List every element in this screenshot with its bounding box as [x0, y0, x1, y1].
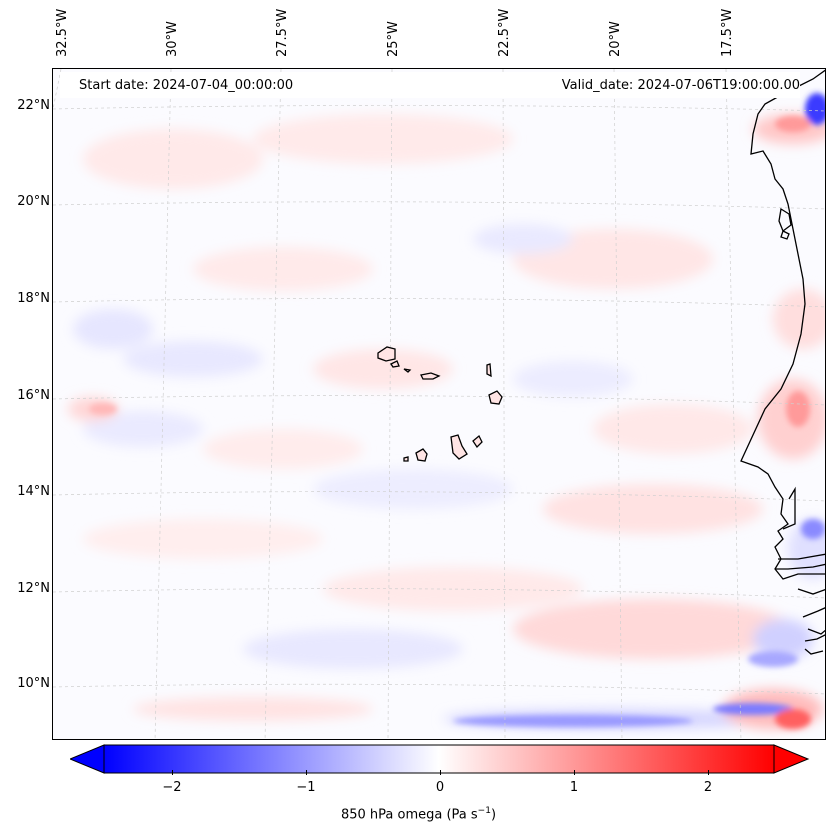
- map-panel: [52, 68, 826, 740]
- lon-label-17-5w: 17.5°W: [720, 8, 735, 57]
- omega-anomaly-patches: [68, 114, 825, 729]
- colorbar-extend-max: [773, 744, 810, 774]
- header-strip: [60, 72, 800, 98]
- colorbar-tick-label: 1: [569, 780, 579, 795]
- lon-label-32-5w: 32.5°W: [55, 8, 70, 57]
- lat-label-14n: 14°N: [17, 484, 50, 499]
- colorbar-tick-label: 2: [703, 780, 713, 795]
- lat-label-16n: 16°N: [17, 388, 50, 403]
- lon-label-25w: 25°W: [386, 21, 401, 57]
- colorbar-extend-min: [70, 744, 105, 774]
- cape-verde-islands: [377, 346, 503, 462]
- lon-label-22-5w: 22.5°W: [497, 8, 512, 57]
- colorbar-tickmark: [172, 770, 173, 775]
- start-date-label: Start date: 2024-07-04_00:00:00: [79, 78, 294, 93]
- coastlines: [740, 69, 825, 655]
- omega-field-map: [53, 69, 825, 739]
- colorbar-label-main: 850 hPa omega (Pa s: [340, 807, 478, 823]
- lon-label-27-5w: 27.5°W: [275, 8, 290, 57]
- colorbar-tickmark: [440, 770, 441, 775]
- colorbar-label-end: ): [490, 807, 497, 823]
- colorbar-gradient: [103, 744, 775, 774]
- colorbar-tickmark: [306, 770, 307, 775]
- colorbar-tick-label: −1: [296, 780, 316, 795]
- lon-label-20w: 20°W: [608, 21, 623, 57]
- lat-label-20n: 20°N: [17, 194, 50, 209]
- omega-strong-cells: [89, 93, 825, 729]
- valid-date-label: Valid_date: 2024-07-06T19:00:00.00: [561, 78, 800, 93]
- colorbar: [70, 744, 810, 774]
- lon-label-30w: 30°W: [165, 21, 180, 57]
- lat-label-12n: 12°N: [17, 581, 50, 596]
- colorbar-tick-label: 0: [435, 780, 445, 795]
- colorbar-label-exponent: −1: [477, 806, 491, 816]
- colorbar-tick-label: −2: [162, 780, 182, 795]
- lat-label-18n: 18°N: [17, 291, 50, 306]
- lat-label-22n: 22°N: [17, 98, 50, 113]
- lat-label-10n: 10°N: [17, 676, 50, 691]
- graticule-gridlines: [53, 69, 825, 739]
- colorbar-tickmark: [708, 770, 709, 775]
- colorbar-label: 850 hPa omega (Pa s−1): [0, 806, 837, 822]
- colorbar-tickmark: [574, 770, 575, 775]
